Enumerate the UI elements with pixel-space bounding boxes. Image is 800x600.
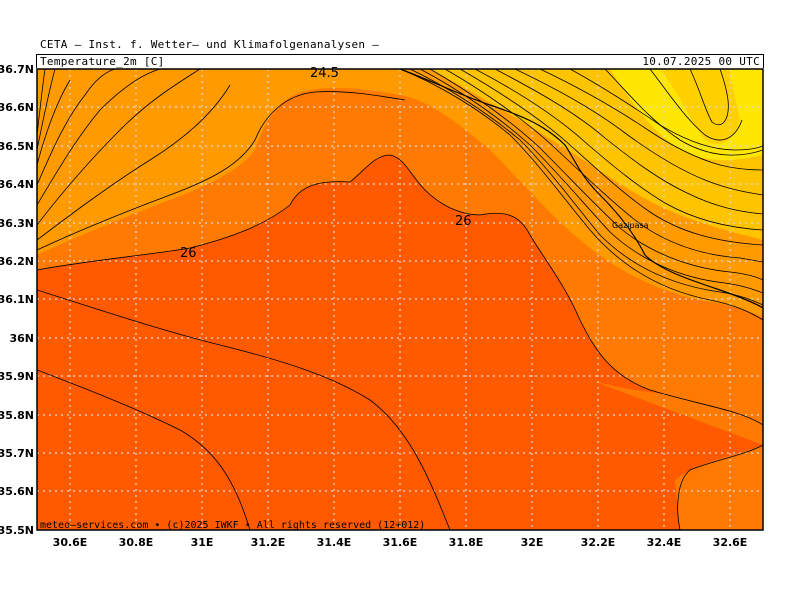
isotherms [37,69,763,530]
lon-label: 31.4E [317,536,352,549]
graticule [37,69,763,530]
lon-label: 32.6E [713,536,748,549]
lon-label: 32.2E [581,536,616,549]
lat-label: 36.4N [0,178,34,191]
lat-label: 36.1N [0,293,34,306]
institute-title: CETA – Inst. f. Wetter– und Klimafolgena… [40,38,380,51]
latitude-labels: 36.7N 36.6N 36.5N 36.4N 36.3N 36.2N 36.1… [0,63,34,537]
temp-band-southeast [590,380,763,530]
copyright-credit: meteo–services.com • (c)2025 IWKF • All … [40,520,425,531]
temperature-fill [37,69,763,530]
coastline [399,69,763,309]
lat-label: 35.6N [0,485,34,498]
lon-label: 32E [521,536,544,549]
lat-label: 36.3N [0,217,34,230]
lat-label: 35.8N [0,409,34,422]
lon-label: 31E [191,536,214,549]
lat-label: 35.9N [0,370,34,383]
lat-label: 36.6N [0,101,34,114]
lat-label: 36N [9,332,34,345]
temp-band-northwest [37,69,170,160]
lon-label: 31.6E [383,536,418,549]
longitude-labels: 30.6E 30.8E 31E 31.2E 31.4E 31.6E 31.8E … [53,536,748,549]
lon-label: 31.8E [449,536,484,549]
temp-band-core [660,69,740,144]
contour-label: 26 [180,246,197,261]
lat-label: 35.7N [0,447,34,460]
variable-title: Temperature_2m [C] [40,55,165,68]
lat-label: 36.5N [0,140,34,153]
valid-time: 10.07.2025 00 UTC [642,55,760,68]
lon-label: 31.2E [251,536,286,549]
contour-label: 26 [455,214,472,229]
lon-label: 30.6E [53,536,88,549]
header-bar [36,54,764,68]
lat-label: 36.2N [0,255,34,268]
place-label: Gazipasa [612,221,649,230]
lat-label: 35.5N [0,524,34,537]
plot-frame [36,68,764,531]
lat-label: 36.7N [0,63,34,76]
lon-label: 30.8E [119,536,154,549]
lon-label: 32.4E [647,536,682,549]
